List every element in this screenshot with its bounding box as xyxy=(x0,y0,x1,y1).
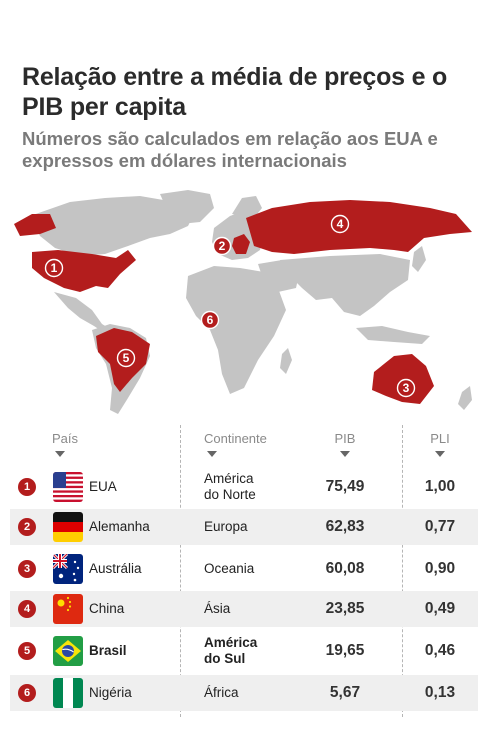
world-map: 1 2 3 4 5 6 xyxy=(14,190,472,414)
column-divider xyxy=(180,425,181,717)
map-country-alemanha xyxy=(232,234,250,254)
table-row: 4 China Ásia 23,85 0,49 xyxy=(10,591,478,627)
country-name: Austrália xyxy=(89,561,142,576)
flag-china-icon xyxy=(53,594,83,624)
pib-value: 5,67 xyxy=(329,684,361,701)
table-row: 6 Nigéria África 5,67 0,13 xyxy=(10,675,478,711)
flag-nigeria-icon xyxy=(53,678,83,708)
header-pais: País xyxy=(52,431,79,446)
map-highlighted-countries xyxy=(14,200,472,404)
sort-arrow-icon xyxy=(207,451,217,457)
continent-name: América do Norte xyxy=(204,471,256,502)
country-name: Alemanha xyxy=(89,519,150,534)
chart-title: Relação entre a média de preços e o PIB … xyxy=(22,63,448,121)
map-country-eua-alaska xyxy=(14,214,56,236)
rank-badge: 3 xyxy=(18,560,36,578)
pli-value: 0,77 xyxy=(424,518,456,535)
pli-value: 0,13 xyxy=(424,684,456,701)
rank-badge: 4 xyxy=(18,600,36,618)
continent-name: Europa xyxy=(204,519,248,534)
map-marker-1: 1 xyxy=(51,261,58,275)
map-marker-5: 5 xyxy=(123,351,130,365)
continent-name: Oceania xyxy=(204,561,255,576)
header-continente: Continente xyxy=(204,431,267,446)
pib-value: 60,08 xyxy=(325,560,365,577)
map-marker-4: 4 xyxy=(337,217,344,231)
rank-badge: 1 xyxy=(18,478,36,496)
header-pli: PLI xyxy=(430,431,450,446)
flag-germany-icon xyxy=(53,512,83,542)
continent-name: África xyxy=(204,685,239,700)
data-table: País Continente PIB PLI 1 EUA América do … xyxy=(10,425,478,717)
table-row: 1 EUA América do Norte 75,49 1,00 xyxy=(10,469,478,505)
pli-value: 0,49 xyxy=(424,600,456,617)
map-marker-2: 2 xyxy=(219,239,226,253)
pli-value: 0,46 xyxy=(424,642,456,659)
chart-subtitle: Números são calculados em relação aos EU… xyxy=(22,128,438,171)
continent-name: América do Sul xyxy=(204,635,258,666)
pli-value: 0,90 xyxy=(424,560,456,577)
pib-value: 62,83 xyxy=(325,518,365,535)
map-marker-3: 3 xyxy=(403,381,410,395)
pib-value: 75,49 xyxy=(325,478,365,495)
country-name: Brasil xyxy=(89,643,127,658)
pli-value: 1,00 xyxy=(424,478,456,495)
pib-value: 23,85 xyxy=(325,600,365,617)
table-row: 2 Alemanha Europa 62,83 0,77 xyxy=(10,509,478,545)
column-divider xyxy=(402,425,403,717)
map-country-china-russia-area xyxy=(246,200,472,254)
header-pib: PIB xyxy=(334,431,356,446)
map-marker-6: 6 xyxy=(207,313,214,327)
table-row: 5 Brasil América do Sul 19,65 0,46 xyxy=(10,633,478,669)
rank-badge: 6 xyxy=(18,684,36,702)
country-name: China xyxy=(89,601,125,616)
country-name: EUA xyxy=(89,479,117,494)
table-row: 3 Austrália Oceania 60,08 0,90 xyxy=(10,551,478,587)
sort-arrow-icon xyxy=(340,451,350,457)
rank-badge: 2 xyxy=(18,518,36,536)
rank-badge: 5 xyxy=(18,642,36,660)
map-country-australia xyxy=(372,354,434,404)
continent-name: Ásia xyxy=(204,601,231,616)
pib-value: 19,65 xyxy=(325,642,365,659)
flag-brazil-icon xyxy=(53,636,83,666)
sort-arrow-icon xyxy=(435,451,445,457)
country-name: Nigéria xyxy=(89,685,132,700)
flag-usa-icon xyxy=(53,472,83,502)
map-markers: 1 2 3 4 5 6 xyxy=(44,214,416,398)
sort-arrow-icon xyxy=(55,451,65,457)
flag-australia-icon xyxy=(53,554,83,584)
